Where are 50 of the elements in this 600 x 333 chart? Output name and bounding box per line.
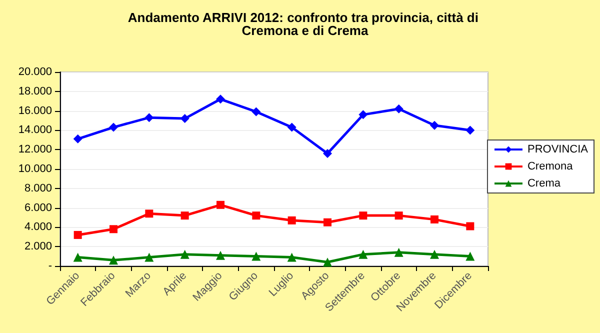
point [466,252,475,261]
point [144,252,154,262]
point [358,250,368,259]
y-tick-label: 12.000 [18,144,52,156]
point [287,122,296,132]
point [216,250,225,260]
point [252,212,260,220]
y-tick-label: 2.000 [24,240,52,253]
point [430,250,439,259]
point [287,252,296,262]
point [74,230,82,239]
y-tick-label: 16.000 [18,104,52,117]
point [252,252,261,261]
y-tick-label: 8.000 [24,182,52,194]
point [109,122,118,132]
point [73,252,82,262]
point [394,248,404,257]
point [430,120,439,130]
y-tick-label: 10.000 [18,163,52,175]
point [358,110,368,120]
point [110,225,118,234]
y-tick-label: 6.000 [24,202,52,214]
y-tick-label: 18.000 [18,85,52,98]
point [180,250,190,259]
legend-label: Cremona [527,160,574,172]
point [430,215,438,224]
point [216,94,225,104]
chart-title: Andamento ARRIVI 2012: confronto tra provincia, città di Cremona e di Crema [128,10,482,38]
point [288,216,296,224]
y-tick-label: 20.000 [18,66,52,78]
legend-label: PROVINCIA [527,144,589,156]
point [394,104,404,114]
point [324,218,332,226]
point [466,222,474,230]
point [73,134,82,144]
point [216,200,224,209]
y-tick-label: - [48,260,52,272]
point [145,210,154,218]
legend-label: Crema [527,178,562,190]
point [109,256,118,265]
point [359,212,368,220]
point [252,107,261,116]
point [394,212,403,220]
point [323,258,332,267]
point [180,114,190,124]
point [466,126,475,135]
point [323,148,332,158]
point [180,212,189,220]
y-tick-label: 14.000 [18,124,52,136]
y-tick-label: 4.000 [24,221,52,234]
